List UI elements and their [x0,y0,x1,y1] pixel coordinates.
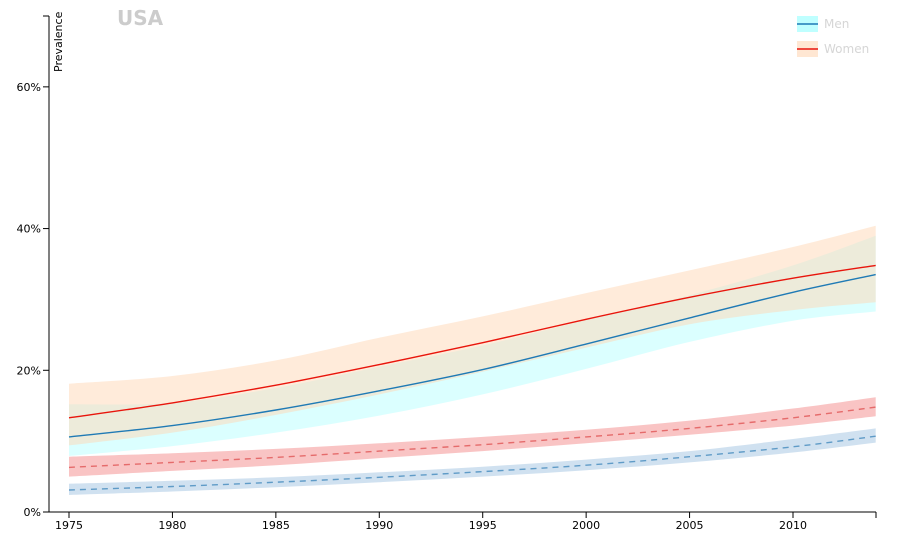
legend-label-men: Men [824,17,849,31]
series-line-women [68,264,876,419]
confidence-band-series-3 [69,397,876,477]
y-tick-label: 0% [24,506,41,519]
chart-title: USA [117,6,164,30]
y-ticks: 0% 20% 40% 60% [17,81,49,519]
axes: 1975 1980 1985 1990 1995 2000 2005 2010 0% 20% 40… [17,15,877,532]
series-line-series-4 [68,435,876,491]
confidence-bands [69,225,876,495]
y-tick-label: 40% [17,223,41,236]
x-ticks: 1975 1980 1985 1990 1995 2000 2005 2010 [55,512,807,532]
confidence-band-series-4 [69,428,876,495]
x-tick-label: 1985 [262,519,290,532]
x-tick-label: 2000 [572,519,600,532]
series-line-series-3 [68,406,876,469]
x-tick-label: 1990 [365,519,393,532]
y-tick-label: 20% [17,364,41,377]
series-line-men [68,273,876,438]
x-tick-label: 1980 [158,519,186,532]
x-tick-label: 2005 [676,519,704,532]
y-axis-label: Prevalence [52,11,65,72]
legend-label-women: Women [824,42,869,56]
legend: Men Women [797,16,869,57]
x-tick-label: 1995 [469,519,497,532]
x-tick-label: 1975 [55,519,83,532]
y-tick-label: 60% [17,81,41,94]
confidence-band-women [69,225,876,446]
series-lines [68,264,876,491]
x-tick-label: 2010 [779,519,807,532]
